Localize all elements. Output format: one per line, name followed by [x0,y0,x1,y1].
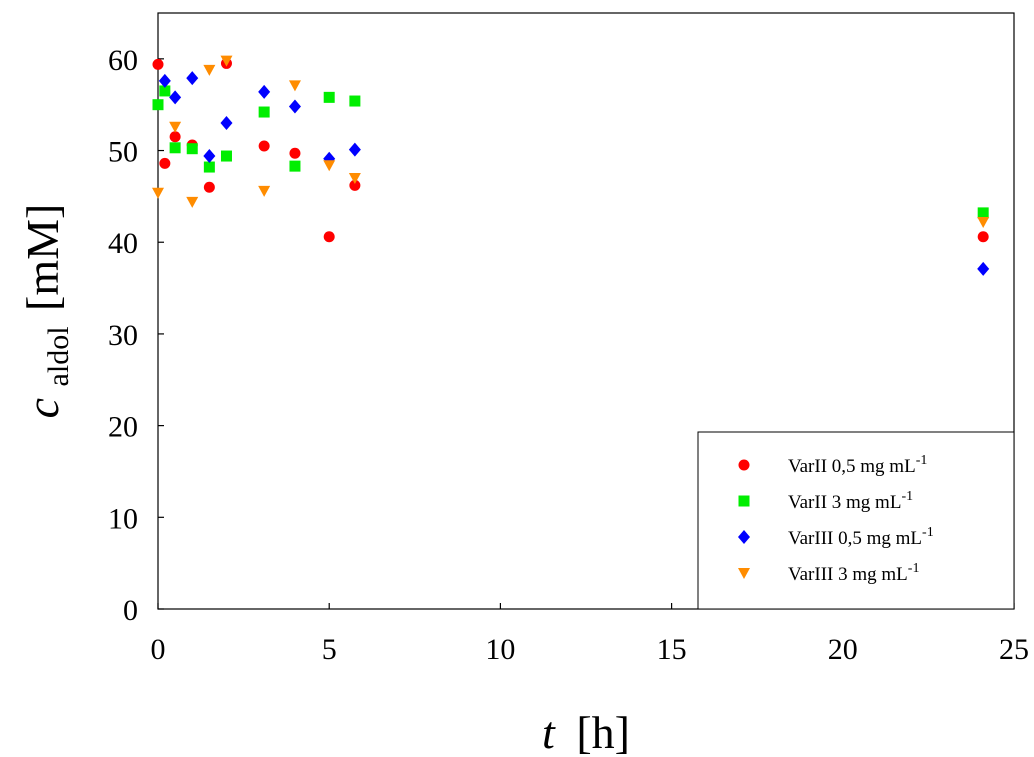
y-tick-label: 40 [108,227,138,260]
x-axis-label: t [h] [542,707,630,757]
x-tick-label: 10 [485,633,515,666]
legend-label-main: VarII 3 mg mL [788,492,901,513]
data-point [220,55,233,67]
legend-marker [738,568,750,579]
y-tick-label: 30 [108,319,138,352]
data-point [349,95,361,107]
x-tick-label: 5 [322,633,337,666]
data-point [152,187,164,199]
data-point [158,73,171,88]
data-point [258,106,270,118]
data-point [203,181,215,193]
legend-label-main: VarIII 0,5 mg mL [788,528,922,549]
data-point [258,84,271,99]
data-point [220,150,232,162]
data-point [186,196,199,208]
data-point [152,58,164,70]
legend-marker [738,495,750,507]
data-point [152,99,164,111]
legend-label-superscript: -1 [922,525,934,540]
y-tick-label: 60 [108,44,138,77]
legend-marker [738,459,750,471]
y-axis-label: c aldol [mM] [17,204,78,419]
x-tick-label: 25 [999,633,1029,666]
x-tick-label: 20 [828,633,858,666]
legend-box [697,431,1015,610]
legend-item: VarIII 3 mg mL-1 [738,561,919,585]
data-point [288,99,301,114]
data-point [348,173,361,185]
data-point [203,149,216,164]
y-axis-unit: [mM] [17,204,68,311]
legend-label: VarIII 0,5 mg mL-1 [788,525,934,549]
legend-label-superscript: -1 [916,453,928,468]
data-point [203,161,215,173]
data-point [258,185,271,197]
legend-label-superscript: -1 [901,489,913,504]
y-axis-subscript: aldol [42,326,75,386]
x-axis-variable: t [542,707,556,757]
legend-label-superscript: -1 [908,561,920,576]
data-point [169,142,181,154]
data-point [220,116,233,131]
data-point [289,147,301,159]
data-point [977,207,989,219]
data-point [348,142,361,157]
data-point [186,143,198,155]
data-markers [152,55,990,276]
data-point [258,140,270,152]
legend-item: VarII 3 mg mL-1 [738,489,913,513]
y-axis-variable: c [17,398,68,418]
data-point [977,261,990,276]
data-point [323,160,336,172]
data-point [169,121,182,133]
legend-label: VarII 0,5 mg mL-1 [788,453,927,477]
data-point [289,160,301,172]
x-axis-unit: [h] [576,707,630,757]
series-4 [152,55,990,229]
data-point [159,157,171,169]
legend-item: VarIII 0,5 mg mL-1 [738,525,934,549]
data-point [288,80,301,92]
data-point [169,90,182,105]
legend-label: VarII 3 mg mL-1 [788,489,913,513]
legend-item: VarII 0,5 mg mL-1 [738,453,927,477]
data-point [323,91,335,103]
y-tick-label: 0 [123,594,138,627]
y-axis: 0 10 20 30 40 50 60 [108,44,164,627]
legend-label: VarIII 3 mg mL-1 [788,561,919,585]
x-tick-label: 15 [657,633,687,666]
legend-marker [738,530,750,544]
legend-label-main: VarII 0,5 mg mL [788,456,916,477]
data-point [323,231,335,243]
data-point [159,85,171,97]
x-tick-label: 0 [151,633,166,666]
data-point [169,131,181,143]
y-tick-label: 20 [108,411,138,444]
data-point [203,64,216,76]
legend-label-main: VarIII 3 mg mL [788,564,908,585]
x-axis: 0 5 10 15 20 25 [151,603,1029,666]
data-point [977,217,990,229]
data-point [186,71,199,86]
series-2 [152,85,989,219]
data-point [349,179,361,191]
y-tick-label: 50 [108,136,138,169]
data-point [977,231,989,243]
y-tick-label: 10 [108,502,138,535]
